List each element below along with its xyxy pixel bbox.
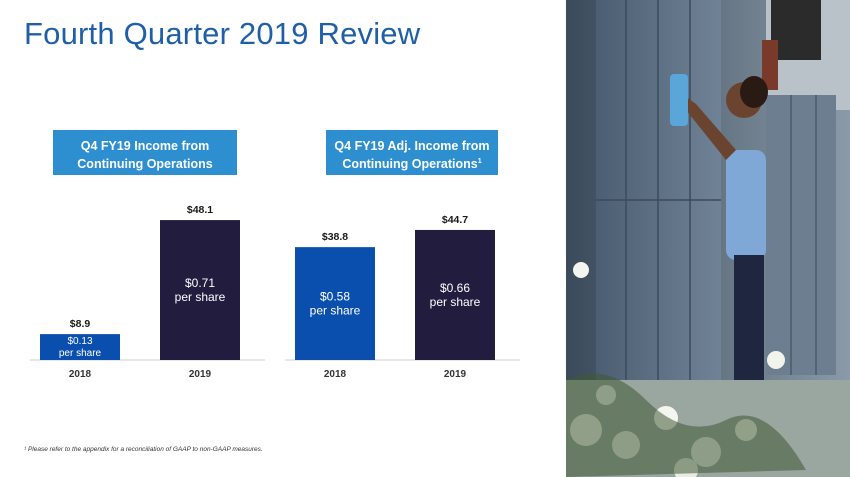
per-share-label-2019: per share <box>430 295 481 309</box>
worker-cleaning-lockers-photo <box>566 0 850 477</box>
category-label-2018: 2018 <box>69 369 92 380</box>
chart1-header-line1: Q4 FY19 Income from <box>80 139 210 153</box>
chart2-header-footnote-mark: 1 <box>477 158 482 165</box>
per-share-label-2019: $0.66 <box>440 281 470 295</box>
per-share-label-2019: per share <box>175 290 226 304</box>
value-label-2018: $38.8 <box>322 231 348 243</box>
chart2-header-line2: Continuing Operations1 <box>342 157 482 172</box>
per-share-label-2019: $0.71 <box>185 276 215 290</box>
bar-2019 <box>160 220 240 360</box>
chart1-header-line2: Continuing Operations <box>77 157 213 172</box>
value-label-2018: $8.9 <box>70 318 91 330</box>
bar-2019 <box>415 229 495 360</box>
value-label-2019: $48.1 <box>187 204 213 216</box>
bar-2018 <box>40 334 120 360</box>
per-share-label-2018: $0.58 <box>320 290 350 304</box>
chart2-header-line1: Q4 FY19 Adj. Income from <box>334 139 490 153</box>
bar-2018 <box>295 247 375 360</box>
category-label-2019: 2019 <box>444 369 467 380</box>
footnote: ¹ Please refer to the appendix for a rec… <box>24 446 263 453</box>
slide-title: Fourth Quarter 2019 Review <box>24 16 421 51</box>
category-label-2018: 2018 <box>324 369 347 380</box>
chart2-header: Q4 FY19 Adj. Income from Continuing Oper… <box>326 130 498 175</box>
chart1-header: Q4 FY19 Income from Continuing Operation… <box>53 130 237 175</box>
per-share-label-2018: per share <box>59 348 102 359</box>
per-share-label-2018: per share <box>310 304 361 318</box>
per-share-label-2018: $0.13 <box>67 336 92 347</box>
category-label-2019: 2019 <box>189 369 212 380</box>
value-label-2019: $44.7 <box>442 214 468 226</box>
